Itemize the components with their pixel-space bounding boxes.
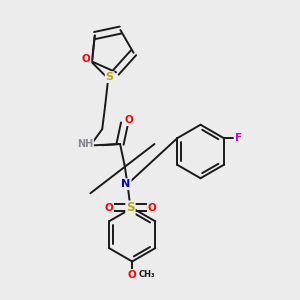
Text: O: O <box>124 115 134 125</box>
Text: O: O <box>82 54 91 64</box>
Text: F: F <box>235 133 242 143</box>
Text: O: O <box>104 203 113 213</box>
Text: CH₃: CH₃ <box>139 270 155 279</box>
Text: N: N <box>122 179 130 189</box>
Text: O: O <box>128 270 136 280</box>
Text: S: S <box>106 72 114 82</box>
Text: NH: NH <box>77 139 93 149</box>
Text: S: S <box>126 201 135 214</box>
Text: O: O <box>148 203 157 213</box>
